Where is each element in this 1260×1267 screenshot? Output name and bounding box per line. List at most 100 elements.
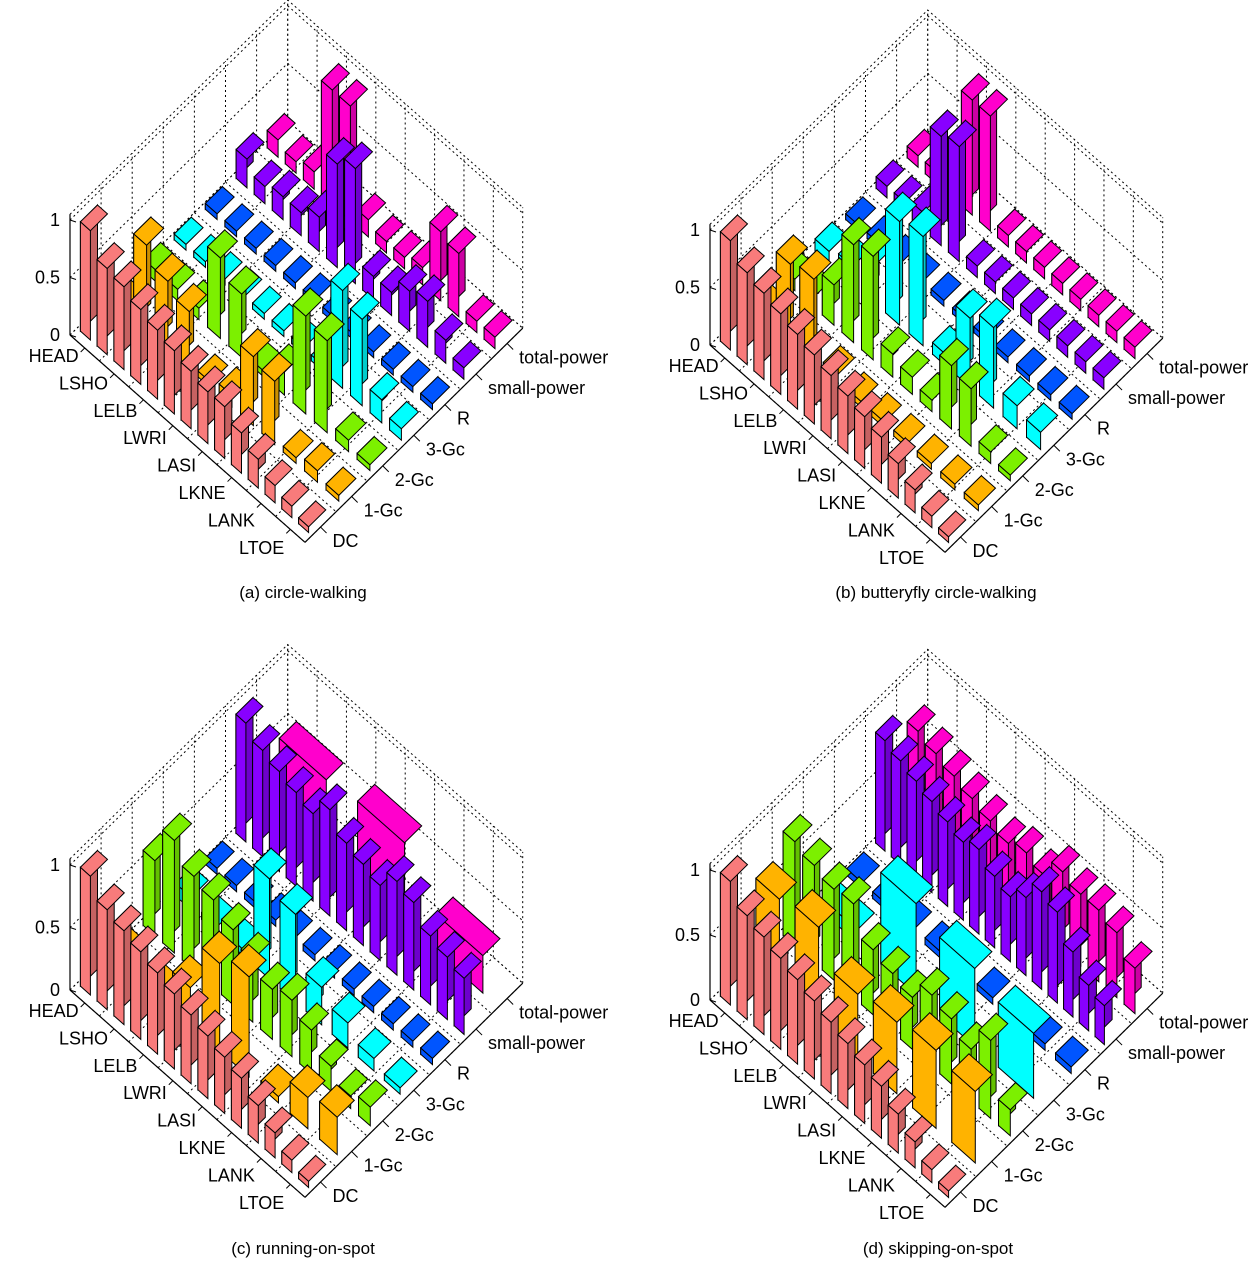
x-tick-label: LSHO (699, 1038, 748, 1058)
bar-total-power-6 (1014, 223, 1045, 265)
bar-small-power-0 (235, 696, 264, 844)
bar-small-power-8 (1000, 870, 1029, 963)
x-tick-label: LTOE (879, 548, 924, 568)
bar-DC-8 (853, 389, 883, 470)
bar-small-power-10 (1031, 865, 1060, 991)
bar-DC-0 (719, 854, 749, 1007)
bar-small-power-2 (271, 169, 301, 221)
bar-3-Gc-4 (251, 285, 283, 321)
bar-2-Gc-10 (978, 423, 1009, 465)
y-tick-label: 3-Gc (426, 1094, 465, 1114)
bar-small-power-8 (369, 858, 399, 962)
bar-DC-6 (820, 348, 849, 440)
bar-1-Gc-6 (239, 327, 272, 427)
bar-small-power-12 (1062, 925, 1091, 1019)
bar-2-Gc-3 (841, 216, 872, 344)
y-tick-label: small-power (488, 378, 585, 398)
bar-DC-9 (870, 410, 900, 485)
bar-total-power-12 (483, 309, 513, 350)
bar-3-Gc-7 (978, 297, 1012, 410)
bar-R-11 (419, 1030, 451, 1066)
bar-small-power-5 (319, 782, 348, 918)
bar-R-5 (302, 926, 333, 963)
bar-DC-11 (904, 463, 933, 515)
bar-small-power-13 (453, 951, 483, 1036)
bar-2-Gc-11 (997, 1081, 1029, 1137)
bar-R-0 (204, 185, 235, 221)
panel-0: 0 0.5 1 HEAD LSHO LELB LWRI LASI LKNE LANK LTOE DC1… (29, 0, 608, 602)
bar-small-power-0 (235, 131, 265, 190)
bar-small-power-11 (1074, 334, 1104, 375)
bar-DC-5 (163, 967, 193, 1071)
x-tick-label: LWRI (763, 1093, 807, 1113)
bar-3-Gc-7 (357, 1026, 392, 1073)
z-tick-label: 0.5 (35, 918, 60, 938)
x-tick-label: LANK (208, 510, 255, 530)
bars (79, 62, 513, 534)
bar-R-10 (400, 1012, 431, 1049)
y-tick-label: 1-Gc (1004, 1165, 1043, 1185)
bar-small-power-1 (253, 159, 283, 205)
x-tick-label: LASI (157, 1111, 196, 1131)
y-tick-label: 2-Gc (1035, 1135, 1074, 1155)
bar-3-Gc-8 (383, 1056, 418, 1096)
x-tick-label: LELB (93, 401, 137, 421)
x-tick-label: LASI (797, 466, 836, 486)
x-tick-label: LSHO (699, 383, 748, 403)
y-tick-label: 2-Gc (395, 470, 434, 490)
panel-caption: (d) skipping-on-spot (863, 1239, 1014, 1258)
bar-small-power-4 (307, 189, 338, 253)
bar-R-7 (994, 327, 1026, 364)
bar-R-4 (282, 254, 314, 290)
y-tick-label: DC (973, 1196, 999, 1216)
bar-small-power-12 (452, 340, 482, 381)
bar-total-power-12 (1123, 319, 1153, 360)
bar-DC-12 (921, 489, 950, 529)
panel-caption: (c) running-on-spot (231, 1239, 375, 1258)
bar-total-power-6 (374, 213, 405, 255)
bar-small-power-10 (416, 273, 446, 349)
bar-2-Gc-6 (259, 961, 291, 1041)
bar-DC-5 (803, 328, 833, 426)
bar-DC-0 (79, 849, 109, 997)
y-tick-label: R (1097, 419, 1110, 439)
bar-small-power-4 (937, 795, 966, 908)
bar-DC-11 (264, 1106, 293, 1160)
bar-small-power-10 (402, 875, 432, 992)
bar-2-Gc-3 (206, 228, 239, 340)
bar-2-Gc-1 (161, 812, 193, 955)
bar-R-9 (380, 340, 412, 377)
bar-R-1 (224, 202, 255, 238)
panel-1: 0 0.5 1 HEAD LSHO LELB LWRI LASI LKNE LANK LTOE DC1… (669, 9, 1248, 602)
bar-total-power-4 (978, 88, 1009, 233)
bar-DC-0 (719, 213, 749, 352)
y-tick-label: DC (333, 531, 359, 551)
bar-1-Gc-5 (951, 1052, 994, 1165)
y-tick-label: DC (973, 541, 999, 561)
bar-small-power-5 (965, 238, 996, 279)
bar-DC-12 (281, 479, 310, 519)
z-tick-label: 1 (690, 220, 700, 240)
bar-3-Gc-0 (173, 216, 204, 252)
y-tick-label: 2-Gc (395, 1125, 434, 1145)
x-tick-label: LKNE (179, 1138, 226, 1158)
bar-1-Gc-8 (940, 453, 973, 492)
bar-small-power-0 (874, 714, 903, 853)
bar-R-8 (1054, 1035, 1090, 1075)
bar-DC-1 (96, 882, 126, 1011)
x-tick-label: LWRI (763, 438, 807, 458)
x-tick-label: LELB (733, 411, 777, 431)
bar-DC-10 (887, 1087, 917, 1155)
bar-small-power-11 (434, 312, 464, 365)
x-tick-label: LKNE (819, 1148, 866, 1168)
bar-2-Gc-9 (334, 410, 367, 453)
x-tick-label: LASI (797, 1121, 836, 1141)
bar-small-power-7 (984, 850, 1013, 950)
bar-small-power-4 (302, 786, 331, 903)
y-tick-label: total-power (519, 1002, 608, 1022)
bar-small-power-0 (875, 158, 905, 200)
bar-DC-13 (297, 1154, 327, 1189)
x-tick-label: LASI (157, 456, 196, 476)
bar-R-2 (243, 220, 275, 256)
y-tick-label: 2-Gc (1035, 480, 1074, 500)
